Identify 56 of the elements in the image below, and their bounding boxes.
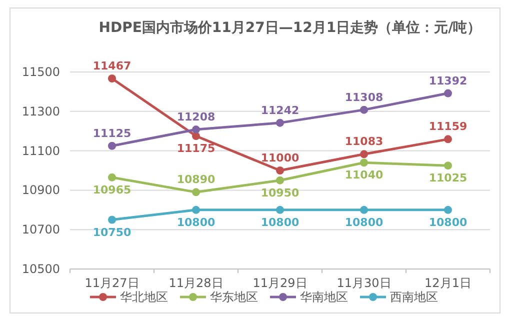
y-tick-label: 11300	[22, 104, 60, 118]
y-tick-label: 10500	[22, 262, 60, 276]
data-label: 10965	[92, 183, 132, 196]
legend-label: 华北地区	[120, 290, 168, 304]
y-tick-label: 11100	[22, 144, 60, 158]
data-label: 10800	[176, 216, 216, 229]
data-label: 11175	[176, 142, 216, 156]
data-label: 11040	[344, 168, 384, 182]
data-label: 10800	[260, 216, 300, 229]
point	[360, 158, 368, 167]
legend-label: 华南地区	[300, 290, 348, 304]
point	[360, 206, 368, 214]
data-label: 10890	[176, 173, 216, 186]
point	[108, 216, 116, 224]
y-tick-label: 10700	[22, 222, 60, 237]
point	[192, 126, 200, 134]
data-label: 11159	[428, 120, 468, 134]
data-label: 11125	[92, 126, 132, 140]
point	[108, 74, 116, 82]
legend-label: 西南地区	[390, 290, 438, 304]
data-label: 11392	[428, 74, 468, 88]
data-label: 11308	[344, 90, 384, 104]
data-label: 10750	[92, 226, 132, 239]
x-tick-label: 11月28日	[168, 276, 224, 290]
data-label: 10950	[260, 186, 300, 200]
point	[276, 206, 284, 214]
data-label: 10800	[428, 216, 468, 229]
point	[108, 173, 116, 182]
point	[192, 188, 200, 196]
point	[276, 166, 284, 174]
data-label: 11025	[428, 172, 468, 185]
data-label: 11000	[260, 152, 300, 164]
x-tick-label: 12月1日	[424, 276, 472, 290]
legend-label: 华东地区	[210, 290, 258, 304]
point	[192, 206, 200, 214]
x-tick-label: 11月30日	[336, 276, 392, 290]
data-label: 11208	[176, 110, 216, 124]
point	[444, 135, 452, 144]
point	[360, 150, 368, 158]
data-label: 11467	[92, 60, 132, 72]
y-tick-label: 10900	[22, 183, 60, 198]
point	[444, 206, 452, 214]
point	[108, 142, 116, 150]
y-tick-label: 11500	[22, 65, 60, 79]
point	[444, 162, 452, 170]
chart-title: HDPE国内市场价11月27日—12月1日走势（单位：元/吨）	[98, 19, 482, 36]
data-label: 11083	[344, 135, 384, 148]
point	[276, 176, 284, 184]
data-label: 10800	[344, 216, 384, 229]
point	[276, 118, 284, 127]
point	[360, 106, 368, 114]
point	[444, 89, 452, 98]
x-tick-label: 11月29日	[252, 276, 308, 290]
data-label: 11242	[260, 104, 300, 117]
x-tick-label: 11月27日	[84, 276, 140, 290]
point	[192, 132, 200, 140]
